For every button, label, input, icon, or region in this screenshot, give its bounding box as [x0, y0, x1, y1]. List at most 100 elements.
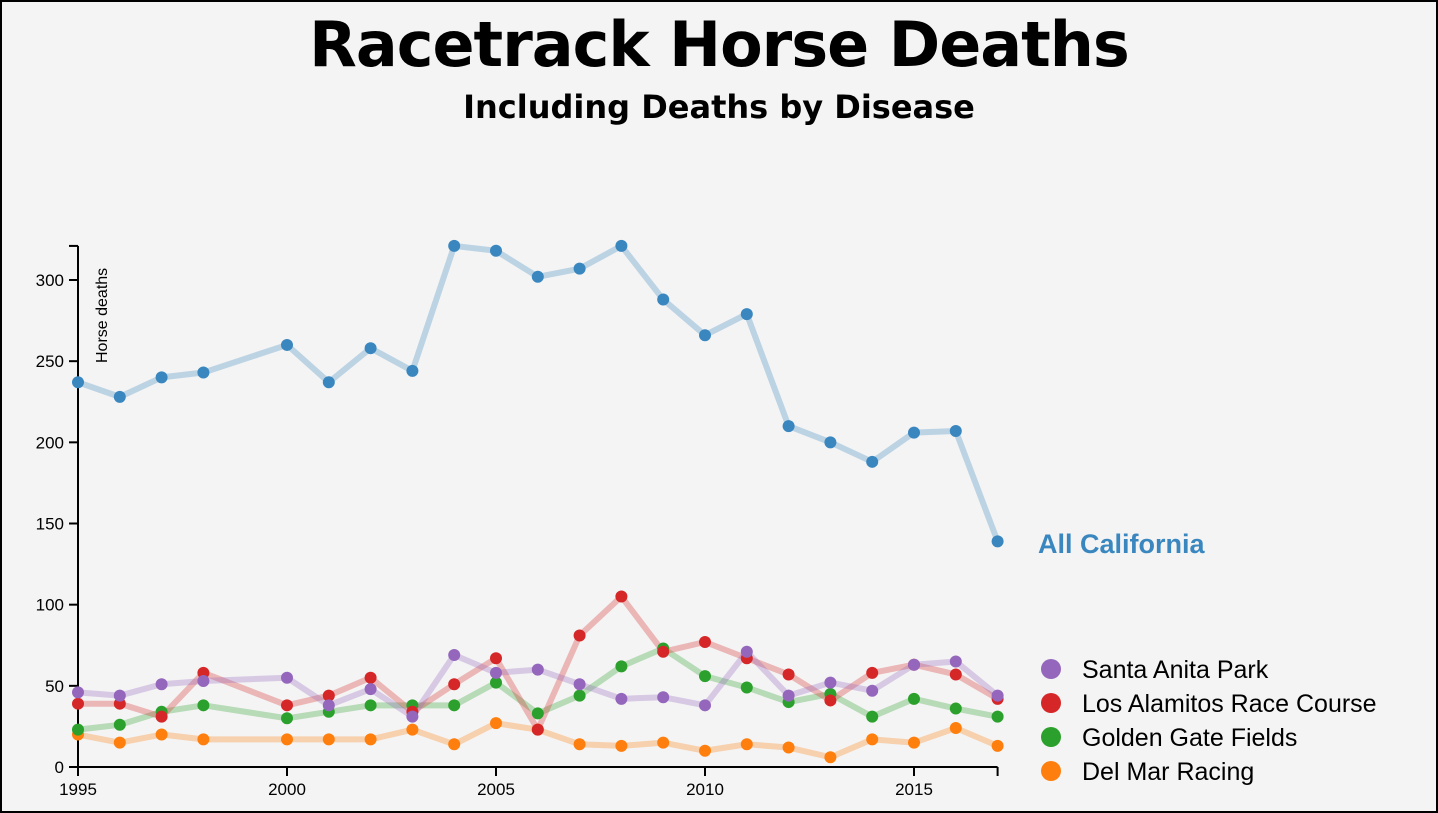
data-point — [949, 655, 962, 668]
data-point — [155, 678, 168, 691]
y-tick-label: 100 — [36, 596, 64, 615]
data-point — [949, 424, 962, 437]
x-tick-label: 2010 — [686, 780, 724, 799]
data-point — [490, 666, 502, 679]
x-tick-label: 2000 — [268, 780, 306, 799]
data-point — [949, 668, 962, 681]
data-point — [740, 681, 753, 694]
legend-label: Santa Anita Park — [1082, 656, 1269, 684]
data-point — [281, 671, 293, 684]
data-point — [448, 678, 461, 691]
data-point — [406, 364, 419, 377]
data-point — [782, 741, 795, 754]
legend-label: Del Mar Racing — [1082, 758, 1254, 786]
data-point — [364, 671, 377, 684]
data-point — [699, 670, 711, 683]
data-point — [448, 239, 461, 252]
data-point — [448, 699, 461, 712]
data-point — [197, 699, 210, 712]
data-point — [364, 342, 377, 355]
chart-subtitle: Including Deaths by Disease — [463, 88, 975, 126]
data-point — [322, 733, 335, 746]
data-point — [531, 270, 544, 283]
data-point — [824, 694, 837, 707]
data-point — [155, 710, 168, 723]
data-point — [281, 338, 293, 351]
y-tick-label: 200 — [36, 433, 64, 452]
legend-swatch — [1041, 727, 1061, 747]
data-point — [699, 744, 711, 757]
data-point — [908, 658, 920, 671]
data-point — [490, 652, 502, 665]
data-point — [448, 738, 461, 751]
data-point — [824, 436, 837, 449]
y-tick-label: 300 — [36, 271, 64, 290]
y-tick-label: 250 — [36, 352, 64, 371]
data-point — [113, 736, 126, 749]
data-point — [991, 535, 1004, 548]
data-point — [615, 590, 628, 603]
data-point — [824, 751, 837, 764]
data-point — [866, 733, 879, 746]
data-point — [782, 420, 795, 433]
legend-swatch — [1041, 659, 1061, 679]
y-axis-label: Horse deaths — [94, 268, 111, 363]
data-point — [573, 678, 586, 691]
data-point — [866, 455, 879, 468]
chart-title: Racetrack Horse Deaths — [309, 8, 1130, 81]
data-point — [72, 723, 84, 736]
data-point — [615, 739, 628, 752]
legend-label: Golden Gate Fields — [1082, 724, 1297, 752]
data-point — [615, 692, 628, 705]
data-point — [991, 689, 1004, 702]
data-point — [908, 426, 920, 439]
y-tick-label: 150 — [36, 515, 64, 534]
y-tick-label: 50 — [45, 677, 64, 696]
x-tick-label: 2015 — [895, 780, 933, 799]
legend-swatch — [1041, 693, 1061, 713]
data-point — [699, 329, 711, 342]
data-point — [699, 636, 711, 649]
data-point — [113, 689, 126, 702]
data-point — [197, 674, 210, 687]
data-point — [490, 717, 502, 730]
data-point — [740, 738, 753, 751]
data-point — [113, 390, 126, 403]
series-label-all-california: All California — [1038, 529, 1206, 559]
data-point — [908, 736, 920, 749]
data-point — [322, 689, 335, 702]
data-point — [573, 738, 586, 751]
data-point — [197, 733, 210, 746]
data-point — [113, 718, 126, 731]
data-point — [908, 692, 920, 705]
legend-label: Los Alamitos Race Course — [1082, 690, 1377, 718]
series-line-golden-gate-fields — [77, 645, 999, 733]
data-point — [573, 262, 586, 275]
data-point — [657, 645, 670, 658]
data-point — [155, 728, 168, 741]
data-point — [281, 733, 293, 746]
data-point — [866, 666, 879, 679]
data-point — [72, 697, 84, 710]
data-point — [657, 736, 670, 749]
data-point — [699, 699, 711, 712]
x-tick-label: 1995 — [59, 780, 97, 799]
x-tick-label: 2005 — [477, 780, 515, 799]
data-point — [322, 376, 335, 389]
data-point — [782, 668, 795, 681]
data-point — [155, 371, 168, 384]
data-point — [281, 699, 293, 712]
data-point — [322, 699, 335, 712]
data-point — [197, 366, 210, 379]
series-line-los-alamitos-race-course — [78, 593, 1000, 733]
data-point — [490, 244, 502, 257]
series-line-all-california — [77, 242, 1001, 543]
data-point — [490, 676, 502, 689]
data-point — [364, 683, 377, 696]
data-point — [406, 723, 419, 736]
data-point — [949, 702, 962, 715]
data-point — [949, 722, 962, 735]
data-point — [448, 648, 461, 661]
